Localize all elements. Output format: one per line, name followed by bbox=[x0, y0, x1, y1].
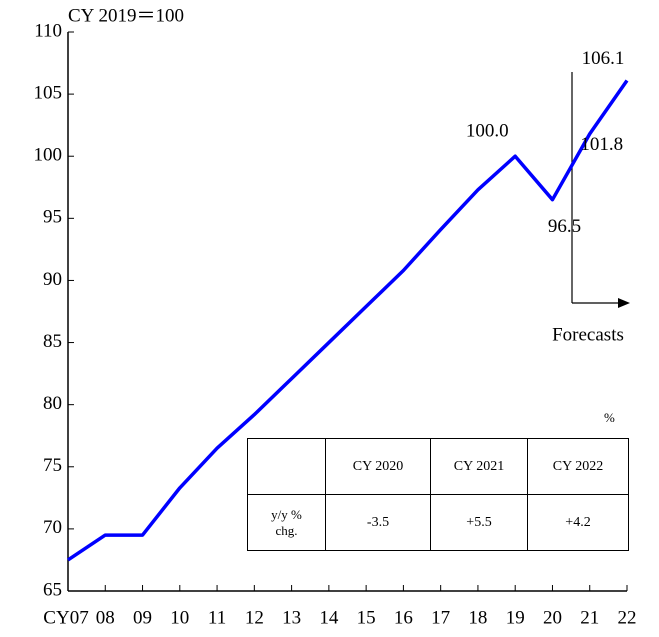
y-tick-label: 85 bbox=[43, 331, 62, 352]
row-label: y/y % chg. bbox=[247, 494, 326, 551]
data-label: 100.0 bbox=[466, 121, 509, 142]
x-tick-label: 16 bbox=[394, 607, 413, 628]
y-tick-label: 105 bbox=[34, 82, 63, 103]
x-tick-label: 12 bbox=[245, 607, 264, 628]
x-tick-label: 11 bbox=[208, 607, 226, 628]
x-tick-label: 19 bbox=[506, 607, 525, 628]
cell: -3.5 bbox=[325, 494, 431, 551]
y-unit-label: CY 2019＝100 bbox=[68, 5, 184, 26]
x-tick-label: CY07 bbox=[43, 607, 88, 628]
row-label-text: y/y % chg. bbox=[271, 506, 302, 538]
cell: +5.5 bbox=[430, 494, 528, 551]
x-tick-label: 21 bbox=[580, 607, 599, 628]
forecast-arrowhead bbox=[618, 298, 630, 308]
x-tick-label: 20 bbox=[543, 607, 562, 628]
column-header: CY 2022 bbox=[527, 438, 629, 495]
x-tick-label: 10 bbox=[170, 607, 189, 628]
y-tick-label: 100 bbox=[34, 145, 63, 166]
blank-cell bbox=[247, 438, 326, 495]
growth-table: CY 2020 CY 2021 CY 2022 y/y % chg. -3.5 … bbox=[247, 438, 629, 551]
y-tick-label: 75 bbox=[43, 455, 62, 476]
x-tick-label: 08 bbox=[96, 607, 115, 628]
x-tick-label: 15 bbox=[357, 607, 376, 628]
x-tick-label: 09 bbox=[133, 607, 152, 628]
x-tick-label: 14 bbox=[319, 607, 339, 628]
x-tick-label: 17 bbox=[431, 607, 450, 628]
x-tick-label: 18 bbox=[468, 607, 487, 628]
column-header: CY 2020 bbox=[325, 438, 431, 495]
x-tick-label: 13 bbox=[282, 607, 301, 628]
data-label: 106.1 bbox=[582, 48, 625, 69]
y-tick-label: 65 bbox=[43, 579, 62, 600]
column-header: CY 2021 bbox=[430, 438, 528, 495]
y-tick-label: 70 bbox=[43, 517, 62, 538]
y-tick-label: 95 bbox=[43, 207, 62, 228]
table-unit: % bbox=[604, 410, 615, 425]
cell: +4.2 bbox=[527, 494, 629, 551]
data-label: 96.5 bbox=[548, 216, 581, 237]
y-tick-label: 80 bbox=[43, 393, 62, 414]
data-line bbox=[67, 79, 629, 562]
y-tick-label: 90 bbox=[43, 269, 62, 290]
x-tick-label: 22 bbox=[618, 607, 637, 628]
forecast-label: Forecasts bbox=[552, 324, 624, 345]
data-label: 101.8 bbox=[580, 134, 623, 155]
y-tick-label: 110 bbox=[34, 20, 62, 41]
